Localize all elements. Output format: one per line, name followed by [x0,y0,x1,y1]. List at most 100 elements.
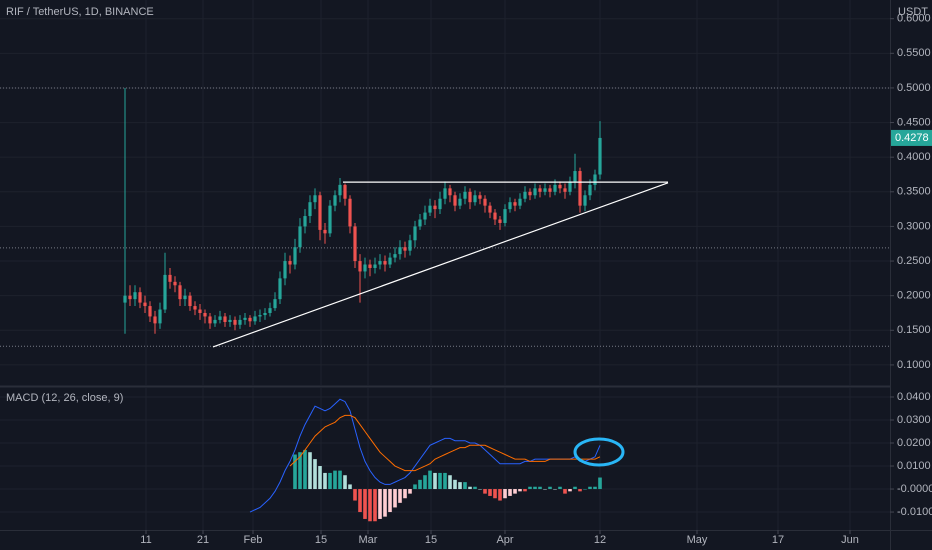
candle-body [343,184,347,199]
y-tick-label: 0.0400 [897,391,931,403]
candle-body [523,191,527,199]
candle-body [168,274,172,282]
histogram-bar [493,489,497,499]
histogram-bar [318,466,322,490]
candle-body [143,302,147,307]
highlight-ellipse [573,437,625,467]
candle-body [373,264,377,268]
candle-body [593,174,597,185]
x-tick-label: Jun [841,534,859,546]
candle-body [463,191,467,199]
x-tick-label: 17 [772,534,784,546]
y-tick-label: 0.1500 [897,324,931,336]
histogram-bar [588,486,592,490]
candle-body [353,226,357,262]
candle-body [313,195,317,203]
histogram-bar [348,484,352,490]
histogram-bar [433,472,437,490]
histogram-bar [508,489,512,496]
candle-body [333,195,337,206]
candle-body [213,319,217,324]
histogram-bar [303,449,307,490]
candle-body [348,198,352,227]
y-tick-label: 0.1000 [897,359,931,371]
y-tick-label: 0.5500 [897,47,931,59]
histogram-bar [338,470,342,490]
candle-body [248,317,252,322]
candle-body [378,261,382,265]
histogram-bar [538,486,542,490]
candle-body [393,254,397,258]
y-axis-unit: USDT [898,6,928,18]
histogram-bar [388,489,392,513]
candle-body [503,209,507,223]
candle-body [528,191,532,196]
x-tick-label: 15 [425,534,437,546]
candle-body [318,195,322,230]
histogram-bar [323,472,327,490]
indicator-title: MACD (12, 26, close, 9) [6,392,123,404]
y-tick-label: 0.0200 [897,437,931,449]
x-tick-label: 15 [315,534,327,546]
candle-body [298,226,302,248]
candle-body [358,261,362,272]
candle-body [428,205,432,213]
candle-body [548,188,552,192]
candle-body [203,312,207,317]
x-tick-label: Feb [244,534,263,546]
histogram-bar [403,489,407,499]
candle-body [163,274,167,310]
histogram-bar [458,482,462,490]
histogram-bar [578,489,582,492]
candle-body [398,247,402,255]
x-tick-label: 11 [140,534,151,546]
histogram-bar [418,479,422,490]
histogram-bar [563,489,567,494]
candle-body [128,295,132,300]
histogram-bar [453,479,457,490]
candle-body [483,198,487,206]
histogram-bar [298,452,302,490]
candle-body [533,188,537,196]
x-tick-label: Mar [359,534,378,546]
histogram-bar [548,486,552,490]
candle-body [283,261,287,279]
histogram-bar [533,486,537,490]
y-tick-label: 0.3000 [897,220,931,232]
candle-body [568,181,572,192]
histogram-bar [503,489,507,499]
candle-body [448,188,452,196]
candle-body [363,264,367,272]
candle-body [518,198,522,206]
candle-body [278,278,282,300]
candle-body [413,226,417,241]
candle-body [473,195,477,203]
histogram-bar [523,489,527,492]
x-tick-label: 21 [197,534,209,546]
histogram-bar [568,489,572,492]
candle-body [293,247,297,265]
histogram-bar [488,489,492,496]
candle-body [133,292,137,300]
candle-body [598,137,602,175]
histogram-bar [558,486,562,490]
candle-body [468,191,472,203]
y-tick-label: 0.4000 [897,151,931,163]
histogram-bar [573,486,577,490]
candle-body [338,184,342,196]
histogram-bar [448,475,452,490]
candle-body [588,184,592,196]
candle-body [433,205,437,210]
candle-body [303,216,307,227]
histogram-bar [393,489,397,508]
candle-body [153,316,157,324]
candle-body [268,308,272,313]
y-tick-label: 0.2000 [897,290,931,302]
x-tick-label: 12 [594,534,606,546]
candle-body [308,202,312,217]
candle-body [538,188,542,192]
candle-body [493,212,497,220]
candle-body [208,316,212,324]
